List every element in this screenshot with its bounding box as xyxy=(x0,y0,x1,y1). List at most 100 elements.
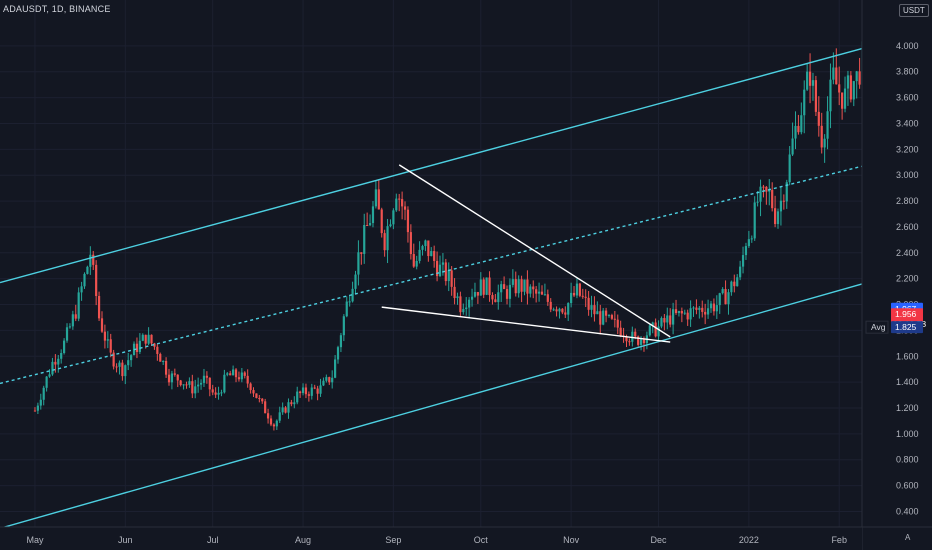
candle-body xyxy=(773,208,777,225)
candle-body xyxy=(599,311,602,325)
avg-label-bg xyxy=(865,320,889,334)
candle-body xyxy=(570,292,573,304)
candle-body xyxy=(366,225,369,227)
candle-body xyxy=(150,334,153,344)
candle-body xyxy=(159,353,162,362)
symbol-title: ADAUSDT, 1D, BINANCE xyxy=(3,4,111,14)
price-tags: 1.9671.95603:10:58Avg1.825 xyxy=(865,302,926,334)
candle-body xyxy=(176,374,179,381)
price-tick-label: 3.600 xyxy=(896,93,919,103)
candle-body xyxy=(360,252,363,254)
candle-body xyxy=(715,305,718,312)
candle-body xyxy=(127,360,130,366)
candle-body xyxy=(511,279,514,285)
candle-body xyxy=(628,341,631,343)
candle-body xyxy=(331,377,334,383)
price-tick-label: 3.200 xyxy=(896,144,919,154)
price-tick-label: 3.000 xyxy=(896,170,919,180)
candle-body xyxy=(540,291,544,295)
candle-body xyxy=(782,200,785,202)
candle-body xyxy=(424,240,427,247)
candle-body xyxy=(255,393,258,398)
candle-body xyxy=(232,369,235,376)
candle-body xyxy=(602,310,605,325)
candle-body xyxy=(386,226,389,251)
candle-body xyxy=(832,67,835,80)
candle-body xyxy=(60,353,63,359)
candle-body xyxy=(817,111,820,126)
price-axis-bg xyxy=(862,0,932,550)
candle-body xyxy=(747,239,750,247)
candle-body xyxy=(234,369,238,378)
candle-body xyxy=(468,299,471,308)
candle-body xyxy=(677,310,681,314)
candle-body xyxy=(660,318,663,327)
candle-body xyxy=(377,189,380,210)
candle-body xyxy=(433,251,436,261)
candle-body xyxy=(261,398,264,402)
candle-body xyxy=(226,373,229,375)
channel-mid-line xyxy=(0,165,863,385)
candle-body xyxy=(721,289,724,294)
candle-body xyxy=(336,347,340,360)
candle-body xyxy=(756,201,759,203)
candle-body xyxy=(342,316,345,336)
price-tick-label: 2.200 xyxy=(896,274,919,284)
candle-body xyxy=(459,296,462,313)
candle-body xyxy=(852,81,855,100)
candle-body xyxy=(144,334,147,344)
price-tick-label: 4.000 xyxy=(896,41,919,51)
price-tick-label: 2.800 xyxy=(896,196,919,206)
candle-body xyxy=(357,252,360,275)
candle-body xyxy=(252,390,255,394)
candle-body xyxy=(141,334,144,341)
candle-body xyxy=(299,391,302,394)
candle-body xyxy=(202,375,206,383)
candle-body xyxy=(619,327,622,336)
candle-body xyxy=(395,198,398,211)
channel-upper-line xyxy=(0,47,863,284)
candle-body xyxy=(45,376,48,388)
avg-price-tag-value: 1.825 xyxy=(895,322,917,332)
candle-body xyxy=(680,310,683,314)
candle-body xyxy=(406,209,410,233)
candle-body xyxy=(153,343,156,347)
auto-scale-button[interactable]: A xyxy=(905,533,911,542)
time-tick-label: Dec xyxy=(651,535,668,545)
candle-body xyxy=(826,111,829,139)
candle-body xyxy=(692,307,695,309)
candles xyxy=(33,30,870,431)
candle-body xyxy=(669,315,672,325)
candle-body xyxy=(596,311,599,315)
candle-body xyxy=(485,277,488,295)
candle-body xyxy=(275,420,278,427)
candle-body xyxy=(48,374,51,377)
candle-body xyxy=(156,346,159,354)
candle-body xyxy=(398,198,401,200)
candle-body xyxy=(36,405,39,411)
candle-body xyxy=(613,318,616,320)
candle-body xyxy=(666,315,669,323)
candle-body xyxy=(173,373,176,375)
time-tick-label: Nov xyxy=(563,535,580,545)
candle-body xyxy=(106,339,109,341)
candle-body xyxy=(415,260,418,267)
candle-body xyxy=(351,288,354,302)
candle-body xyxy=(768,189,771,192)
price-tick-label: 0.400 xyxy=(896,506,919,516)
candle-body xyxy=(488,277,491,296)
candle-body xyxy=(823,138,826,148)
price-tick-label: 2.400 xyxy=(896,248,919,258)
wedge-upper-line xyxy=(398,164,671,338)
candle-body xyxy=(744,246,748,256)
candle-body xyxy=(450,270,453,287)
candle-body xyxy=(162,360,165,362)
currency-badge[interactable]: USDT xyxy=(899,4,929,17)
candle-body xyxy=(695,307,698,310)
candle-body xyxy=(246,375,249,384)
candle-body xyxy=(325,377,328,381)
candle-body xyxy=(730,281,733,293)
candle-body xyxy=(607,315,611,317)
candle-body xyxy=(188,381,191,385)
